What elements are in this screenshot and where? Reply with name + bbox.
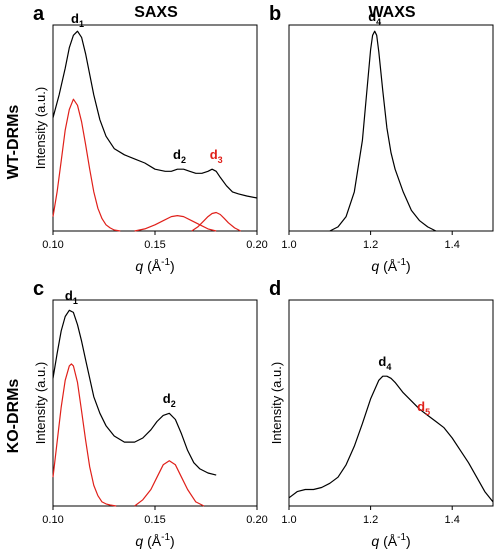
x-axis-var: q [371, 258, 379, 274]
peak-label-sub: 4 [386, 362, 391, 372]
y-axis-label: Intensity (a.u.) [269, 362, 284, 444]
y-axis-label: Intensity (a.u.) [33, 362, 48, 444]
x-tick-label: 0.20 [246, 514, 267, 526]
peak-label-sub: 3 [218, 155, 223, 165]
x-axis-label: q (Å-1) [371, 257, 410, 274]
x-axis-var: q [371, 533, 379, 549]
x-axis-exponent: -1 [161, 257, 170, 268]
column-title-waxs: WAXS [368, 4, 415, 21]
fit-curve-1 [52, 98, 121, 232]
plot-frame [288, 299, 494, 507]
peak-label-base: d [173, 147, 181, 162]
peak-label-d1: d1 [71, 11, 84, 29]
fit-curve-2 [134, 215, 217, 232]
measured-curve [329, 30, 437, 232]
peak-label-sub: 1 [73, 296, 78, 306]
x-axis-label: q (Å-1) [135, 532, 174, 549]
peak-label-base: d [65, 288, 73, 303]
panel-letter: c [33, 278, 44, 300]
x-tick-label: 1.4 [445, 514, 460, 526]
peak-label-d2: d2 [173, 147, 186, 165]
peak-label-sub: 2 [181, 155, 186, 165]
x-axis-exponent: -1 [161, 532, 170, 543]
peak-label-base: d [368, 9, 376, 24]
peak-label-base: d [71, 11, 79, 26]
y-axis-label: Intensity (a.u.) [33, 87, 48, 169]
x-axis-close: ) [170, 533, 175, 549]
peak-label-d2: d2 [163, 391, 176, 409]
x-axis-var: q [135, 258, 143, 274]
fit-curve-2 [134, 460, 205, 507]
peak-label-base: d [163, 391, 171, 406]
x-axis-unit: (Å [147, 258, 162, 274]
x-axis-close: ) [170, 258, 175, 274]
x-axis-unit: (Å [147, 533, 162, 549]
peak-label-base: d [378, 354, 386, 369]
x-tick-label: 1.0 [281, 239, 296, 251]
measured-curve [52, 30, 258, 199]
peak-label-sub: 2 [171, 399, 176, 409]
peak-label-sub: 5 [425, 407, 430, 417]
peak-label-d1: d1 [65, 288, 78, 306]
panel-letter: a [33, 3, 45, 25]
measured-curve [52, 309, 217, 476]
plot-frame [52, 299, 258, 507]
x-axis-close: ) [406, 258, 411, 274]
x-axis-label: q (Å-1) [135, 257, 174, 274]
peak-label-d4: d4 [378, 354, 391, 372]
row-label-ko: KO-DRMs [5, 379, 22, 454]
x-axis-exponent: -1 [397, 532, 406, 543]
fit-curve-1 [52, 363, 117, 507]
peak-label-d5: d5 [417, 399, 430, 417]
peak-label-sub: 1 [79, 19, 84, 29]
plot-frame [288, 24, 494, 232]
panel-b: 1.0 1.2 1.4 b q (Å-1) d4 [269, 3, 494, 274]
x-tick-label: 1.4 [445, 239, 460, 251]
x-tick-label: 0.20 [246, 239, 267, 251]
plot-frame [52, 24, 258, 232]
panel-letter: b [269, 3, 281, 25]
x-tick-label: 0.15 [144, 239, 165, 251]
row-label-wt: WT-DRMs [5, 105, 22, 180]
peak-label-d4: d4 [368, 9, 381, 27]
x-tick-label: 0.10 [42, 239, 63, 251]
x-axis-var: q [135, 533, 143, 549]
fit-curve-3 [191, 211, 241, 232]
x-axis-label: q (Å-1) [371, 532, 410, 549]
column-title-saxs: SAXS [134, 4, 178, 21]
x-axis-unit: (Å [383, 258, 398, 274]
x-tick-label: 0.10 [42, 514, 63, 526]
x-tick-label: 0.15 [144, 514, 165, 526]
peak-label-base: d [417, 399, 425, 414]
measured-curve [288, 375, 494, 503]
x-axis-unit: (Å [383, 533, 398, 549]
peak-label-sub: 4 [376, 17, 381, 27]
x-tick-label: 1.0 [281, 514, 296, 526]
x-axis-exponent: -1 [397, 257, 406, 268]
x-tick-label: 1.2 [363, 514, 378, 526]
panel-letter: d [269, 278, 281, 300]
x-axis-close: ) [406, 533, 411, 549]
peak-label-base: d [210, 147, 218, 162]
x-tick-label: 1.2 [363, 239, 378, 251]
peak-label-d3: d3 [210, 147, 223, 165]
